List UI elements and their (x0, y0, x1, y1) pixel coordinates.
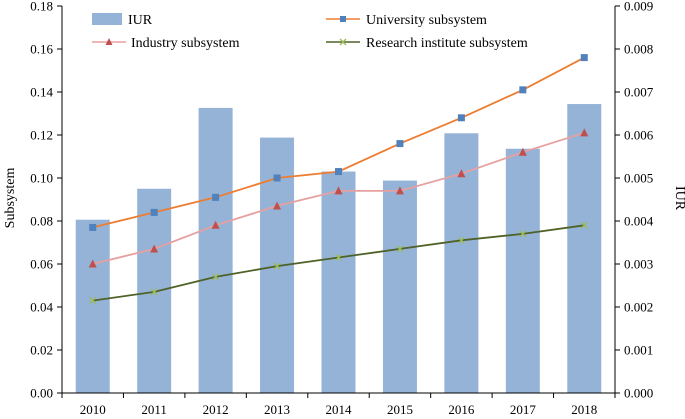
series-0-point-2014 (335, 168, 342, 176)
series-0-point-2018 (580, 54, 588, 62)
right-tick-label: 0.006 (624, 128, 654, 143)
right-tick-label: 0.005 (624, 171, 653, 186)
left-tick-label: 0.00 (30, 386, 53, 401)
series-0-point-2011 (150, 208, 158, 216)
legend-label-research: Research institute subsystem (366, 36, 528, 51)
right-tick-label: 0.008 (624, 42, 653, 57)
series-1-point-2012 (211, 220, 220, 229)
series-2-point-2014 (335, 254, 342, 262)
series-0-point-2017 (519, 86, 527, 94)
series-2-point-2013 (273, 262, 281, 270)
series-0-point-2013 (273, 174, 281, 182)
bar-iur-2014 (321, 171, 356, 393)
ticks-layer: 0.00 0.02 0.04 0.06 0.08 0.10 0.12 0.14 0.16 0.18… (30, 0, 654, 417)
series-0-point-2016 (457, 114, 465, 122)
left-tick-label: 0.18 (30, 0, 53, 14)
left-tick-label: 0.16 (30, 42, 53, 57)
x-tick-label: 2011 (141, 402, 167, 417)
x-tick-label: 2013 (264, 402, 290, 417)
series-0-point-2010 (89, 223, 97, 231)
series-0-point-2015 (396, 140, 404, 148)
right-tick-label: 0.001 (624, 343, 653, 358)
left-tick-label: 0.14 (30, 85, 53, 100)
x-tick-label: 2015 (387, 402, 413, 417)
series-1-point-2017 (518, 147, 527, 156)
legend-marker-industry (105, 38, 113, 45)
bar-iur-2015 (382, 180, 417, 393)
series-2-point-2012 (212, 273, 220, 281)
legend-marker-research (339, 38, 347, 46)
series-1-point-2010 (88, 259, 97, 268)
series-2-point-2011 (150, 288, 158, 296)
left-tick-label: 0.06 (30, 257, 53, 272)
right-tick-label: 0.007 (624, 85, 654, 100)
right-tick-label: 0.002 (624, 300, 653, 315)
bar-iur-2017 (505, 148, 540, 393)
left-tick-label: 0.02 (30, 343, 53, 358)
x-tick-label: 2012 (203, 402, 229, 417)
series-1-point-2015 (395, 186, 404, 195)
bar-iur-2010 (75, 219, 110, 393)
bar-iur-2018 (567, 104, 602, 393)
series-0-point-2012 (212, 193, 220, 201)
bar-iur-2011 (137, 188, 172, 393)
series-1-point-2013 (273, 201, 282, 210)
series-2-point-2015 (396, 245, 404, 253)
series-1-point-2014 (334, 186, 343, 195)
left-tick-label: 0.10 (30, 171, 53, 186)
axes-layer (61, 6, 616, 394)
left-axis-title: Subsystem (3, 168, 18, 229)
lines-layer (88, 54, 589, 305)
series-2-point-2018 (580, 221, 588, 229)
left-tick-label: 0.12 (30, 128, 53, 143)
series-2-point-2010 (89, 297, 97, 305)
series-1-point-2016 (457, 169, 466, 178)
right-axis-title: IUR (672, 186, 685, 211)
right-tick-label: 0.009 (624, 0, 653, 14)
right-tick-label: 0.000 (624, 386, 653, 401)
x-tick-label: 2016 (448, 402, 475, 417)
series-2-point-2017 (519, 230, 527, 238)
legend-marker-university (340, 16, 346, 22)
legend-label-industry: Industry subsystem (131, 36, 240, 51)
series-1-point-2018 (580, 128, 589, 137)
series-2-point-2016 (457, 236, 465, 244)
legend: IUR University subsystem Industry subsys… (92, 13, 528, 51)
x-tick-label: 2017 (510, 402, 537, 417)
x-tick-label: 2018 (571, 402, 597, 417)
x-tick-label: 2010 (80, 402, 106, 417)
left-tick-label: 0.08 (30, 214, 53, 229)
right-tick-label: 0.004 (624, 214, 654, 229)
series-1-point-2011 (150, 244, 159, 253)
right-tick-label: 0.003 (624, 257, 653, 272)
legend-swatch-iur (92, 13, 122, 25)
x-tick-label: 2014 (326, 402, 353, 417)
bar-iur-2012 (198, 107, 233, 393)
legend-label-university: University subsystem (366, 13, 487, 28)
legend-label-iur: IUR (128, 13, 153, 28)
left-tick-label: 0.04 (30, 300, 53, 315)
